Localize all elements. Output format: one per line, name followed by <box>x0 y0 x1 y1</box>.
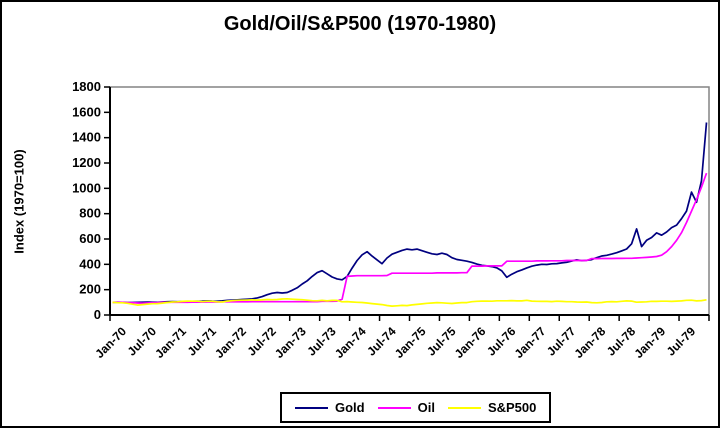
legend-item-sp500: S&P500 <box>447 400 537 415</box>
x-tick-label: Jan-78 <box>572 324 609 361</box>
sp500-line-swatch <box>447 406 481 409</box>
legend-item-oil: Oil <box>377 400 435 415</box>
sp500-series-line <box>112 297 707 307</box>
x-tick-label: Jan-73 <box>272 324 309 361</box>
legend-label-gold: Gold <box>335 400 365 415</box>
legend-label-oil: Oil <box>417 400 435 415</box>
x-tick-label: Jan-75 <box>392 324 429 361</box>
x-tick-label: Jan-79 <box>631 324 668 361</box>
legend-label-sp500: S&P500 <box>487 400 537 415</box>
y-tick-label: 1200 <box>72 155 101 170</box>
legend-item-gold: Gold <box>295 401 365 414</box>
legend: Gold Oil S&P500 <box>280 392 552 423</box>
x-tick-label: Jul-79 <box>664 324 699 359</box>
y-tick-label: 1800 <box>72 79 101 94</box>
y-tick-label: 0 <box>94 307 101 322</box>
y-tick-label: 1600 <box>72 104 101 119</box>
oil-line-swatch <box>377 406 411 409</box>
gold-line-swatch <box>295 406 328 409</box>
x-tick-label: Jan-77 <box>512 324 549 361</box>
x-tick-label: Jan-74 <box>332 324 369 361</box>
y-tick-label: 200 <box>79 282 101 297</box>
plot-area-border <box>109 86 710 316</box>
x-tick-label: Jan-70 <box>92 324 129 361</box>
y-tick-label: 400 <box>79 256 101 271</box>
y-tick-label: 1400 <box>72 130 101 145</box>
y-tick-label: 1000 <box>72 180 101 195</box>
chart-title: Gold/Oil/S&P500 (1970-1980) <box>223 13 497 35</box>
y-tick-label: 800 <box>79 206 101 221</box>
y-tick-label: 600 <box>79 231 101 246</box>
x-tick-label: Jan-72 <box>212 324 249 361</box>
x-tick-label: Jan-76 <box>452 324 489 361</box>
x-tick-label: Jan-71 <box>152 324 189 361</box>
